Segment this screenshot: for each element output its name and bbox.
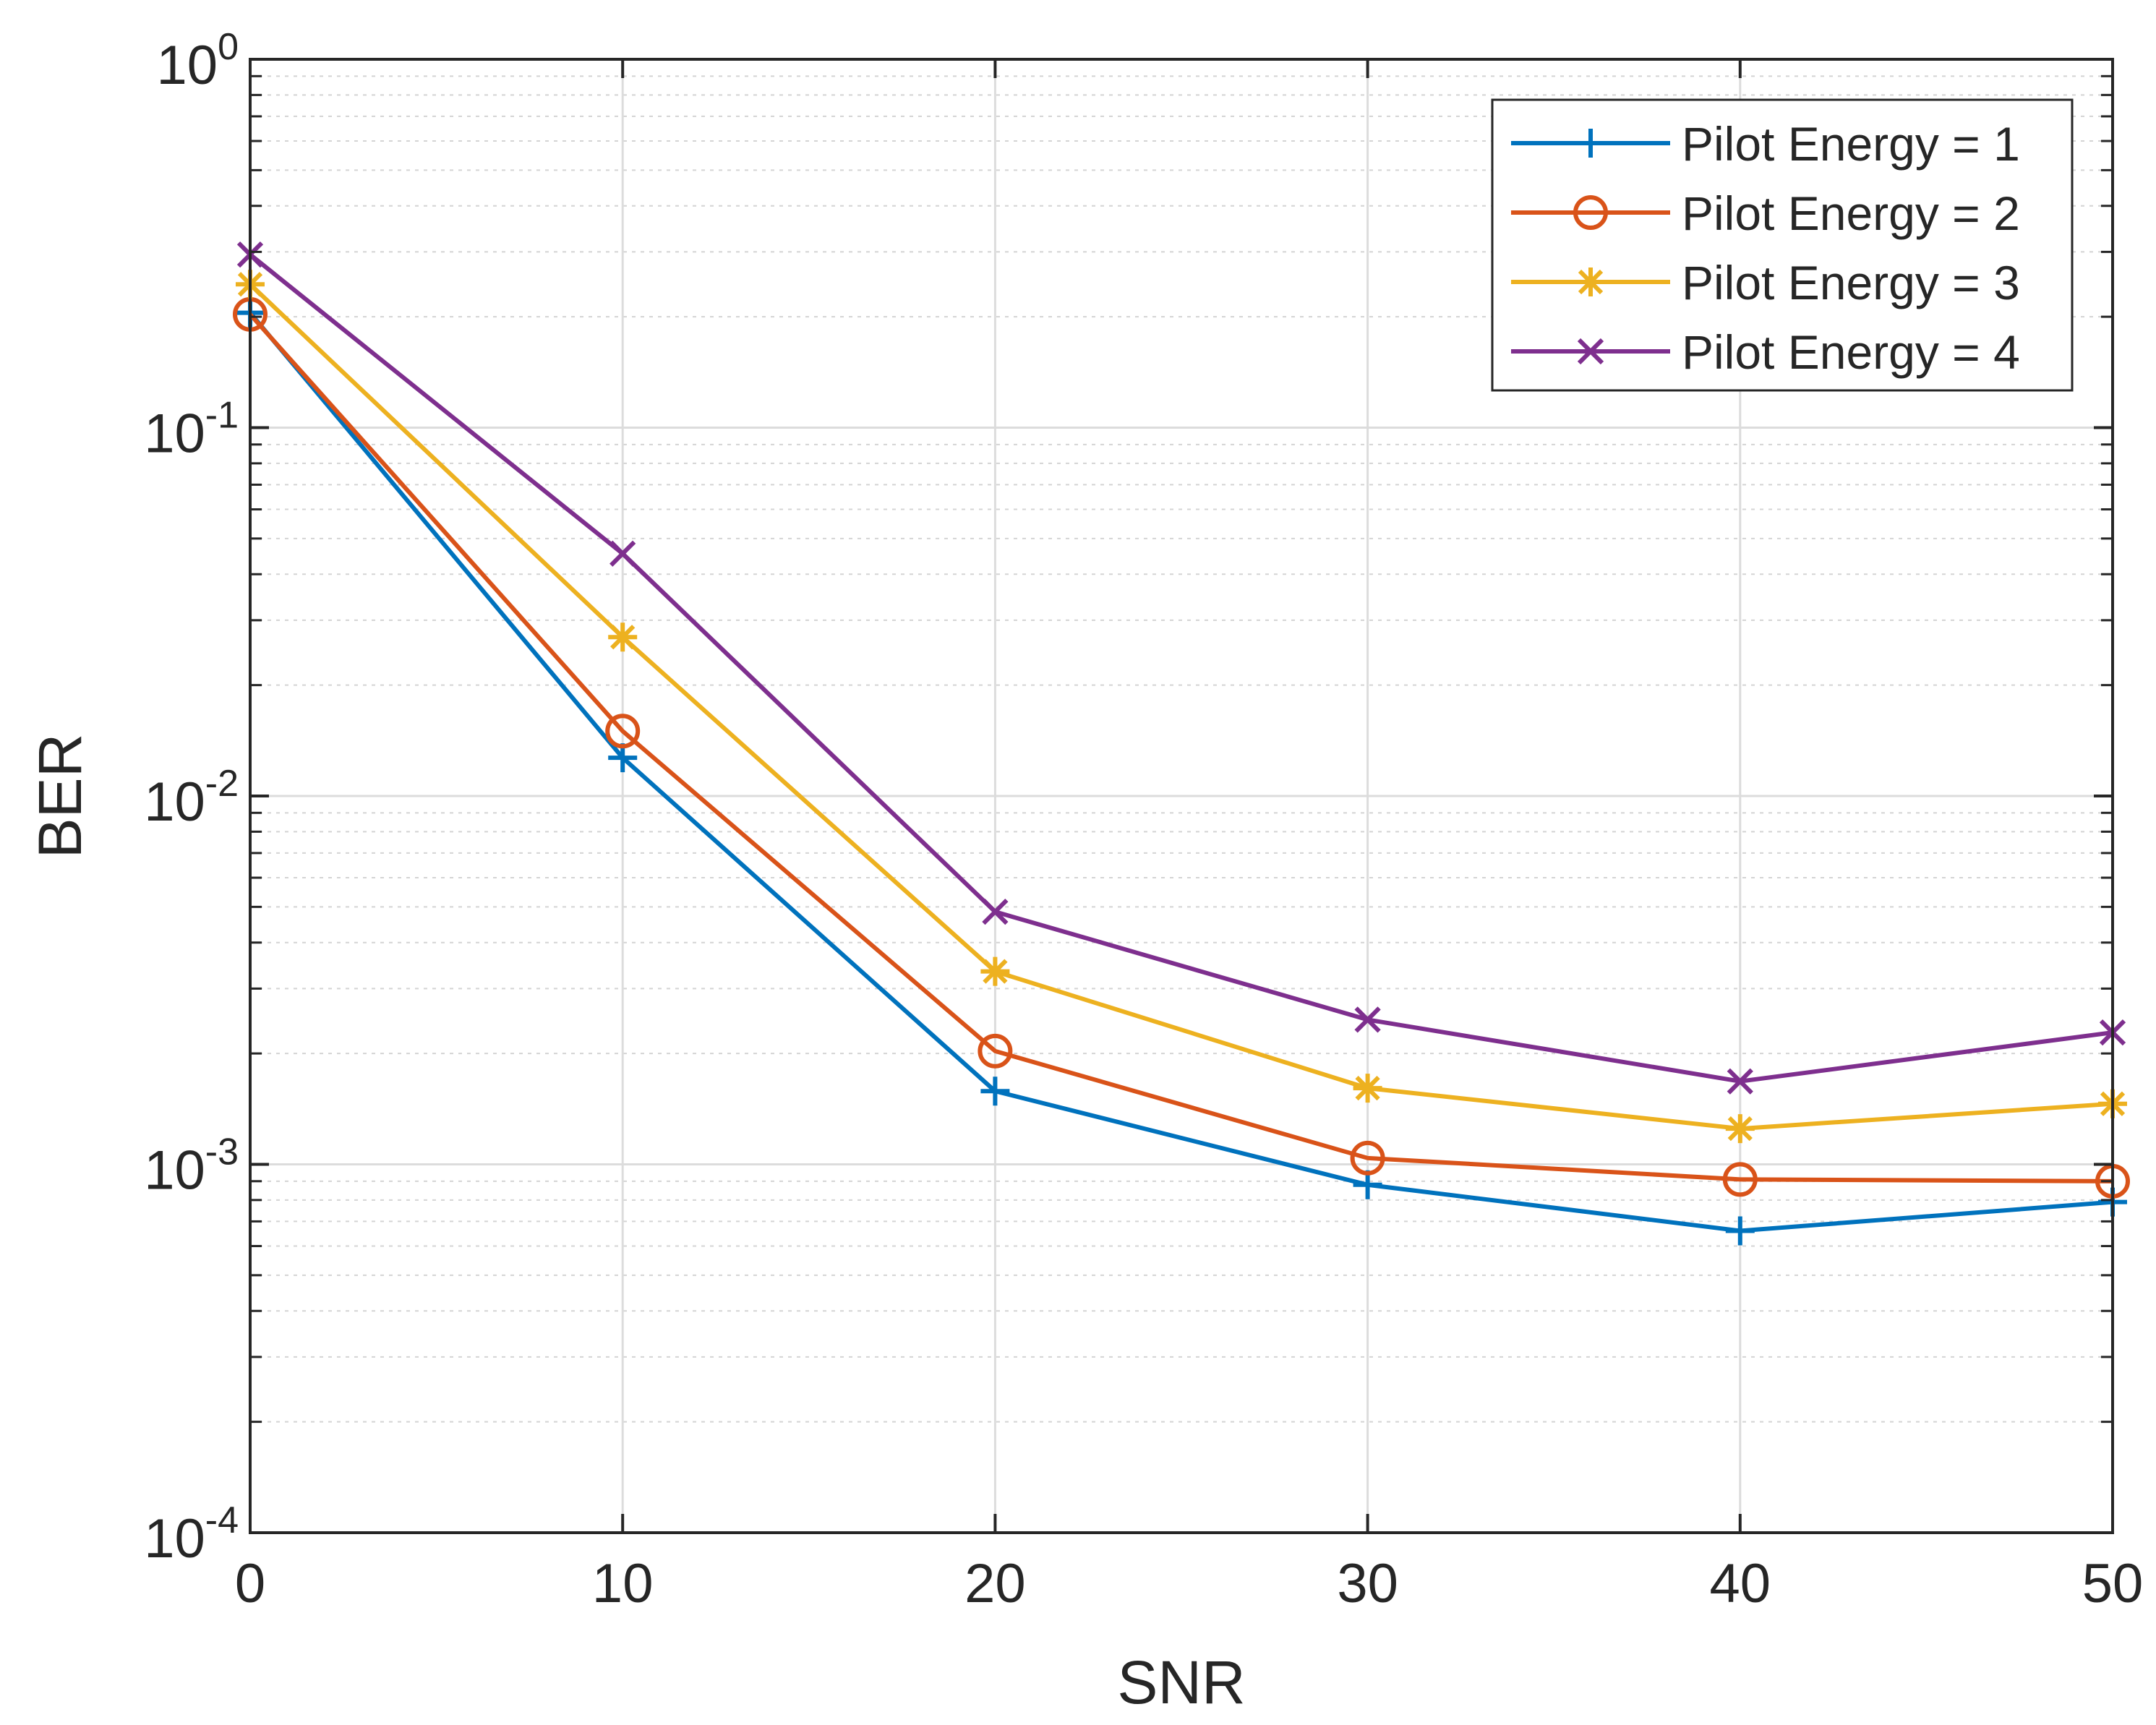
x-axis-tick-labels: 0 10 20 30 40 50 (235, 1553, 2143, 1614)
legend-marker (1576, 267, 1605, 296)
y-tick-base: 10 (144, 1508, 205, 1570)
y-tick-base: 10 (157, 35, 218, 96)
legend: Pilot Energy = 1 Pilot Energy = 2 Pilot En… (1491, 98, 2074, 392)
legend-entry: Pilot Energy = 4 (1511, 325, 2020, 379)
y-tick-base: 10 (144, 403, 205, 465)
data-point-marker (1350, 1140, 1385, 1176)
data-point-marker (609, 540, 636, 567)
data-point-marker (982, 898, 1009, 925)
x-tick-label: 30 (1337, 1553, 1398, 1614)
y-tick-exponent: -4 (205, 1499, 239, 1541)
data-series (233, 241, 2130, 1246)
data-point-marker (1722, 1162, 1758, 1197)
y-tick-label: 10-3 (144, 1131, 239, 1202)
y-tick-base: 10 (144, 1140, 205, 1202)
data-point-marker (608, 622, 638, 652)
legend-marker (1576, 129, 1605, 158)
y-tick-exponent: -1 (205, 395, 239, 437)
data-point-marker (1725, 1114, 1755, 1144)
y-tick-label: 10-2 (144, 763, 239, 833)
data-point-marker (605, 714, 641, 749)
series-line (248, 311, 2113, 1233)
series-line (249, 252, 2113, 1084)
y-tick-exponent: -2 (205, 763, 239, 805)
legend-marker (1577, 338, 1604, 365)
x-axis-title: SNR (1117, 1648, 1245, 1716)
legend-marker (1573, 195, 1608, 230)
x-tick-label: 50 (2082, 1553, 2144, 1614)
legend-label: Pilot Energy = 3 (1682, 256, 2020, 309)
data-point-marker (1725, 1216, 1755, 1246)
axis-ticks (249, 58, 2114, 1534)
y-tick-label: 100 (157, 26, 239, 96)
y-tick-exponent: -3 (205, 1131, 239, 1173)
data-point-marker (1727, 1068, 1753, 1095)
legend-label: Pilot Energy = 2 (1682, 187, 2020, 240)
minor-gridlines (250, 75, 2113, 1423)
series-4 (236, 241, 2126, 1095)
y-tick-label: 10-1 (144, 395, 239, 465)
x-tick-label: 40 (1710, 1553, 1771, 1614)
y-tick-exponent: 0 (218, 26, 239, 68)
x-tick-label: 20 (964, 1553, 1026, 1614)
legend-label: Pilot Energy = 1 (1682, 117, 2020, 171)
legend-label: Pilot Energy = 4 (1682, 325, 2020, 379)
data-point-marker (978, 1033, 1013, 1069)
data-point-marker (1353, 1074, 1382, 1103)
x-tick-label: 10 (592, 1553, 654, 1614)
x-tick-label: 0 (235, 1553, 265, 1614)
y-tick-label: 10-4 (144, 1499, 239, 1570)
series-3 (236, 270, 2127, 1144)
series-line (248, 283, 2113, 1131)
legend-entry: Pilot Energy = 3 (1511, 256, 2020, 309)
data-point-marker (980, 1076, 1010, 1106)
series-line (248, 312, 2113, 1183)
legend-entry: Pilot Energy = 1 (1511, 117, 2020, 171)
y-axis-title: BER (26, 734, 94, 859)
y-tick-base: 10 (144, 771, 205, 833)
data-point-marker (1354, 1006, 1381, 1033)
data-point-marker (980, 956, 1010, 986)
legend-entry: Pilot Energy = 2 (1511, 187, 2020, 240)
